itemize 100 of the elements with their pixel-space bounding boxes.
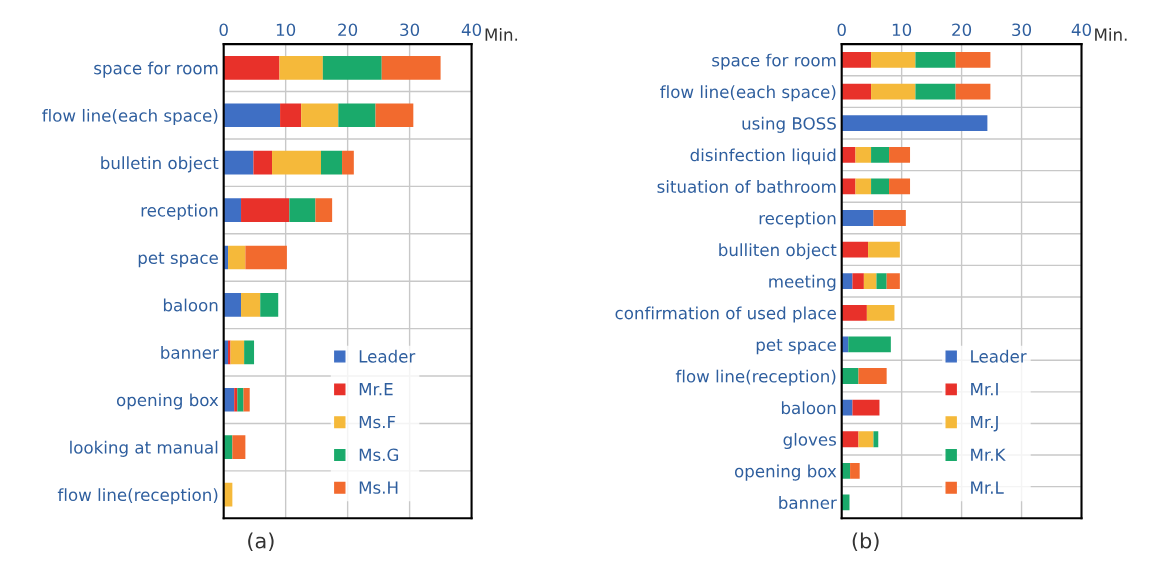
y-tick-label: situation of bathroom — [657, 180, 836, 193]
x-tick-label: 20 — [338, 23, 358, 37]
bar — [253, 150, 273, 175]
legend-label: Mr.K — [971, 448, 1006, 461]
y-tick-label: baloon — [163, 298, 218, 312]
bar — [223, 198, 242, 222]
bar — [841, 210, 874, 226]
y-tick-label: meeting — [769, 274, 836, 291]
y-tick-label: confirmation of used place — [615, 306, 836, 323]
bar — [871, 83, 916, 100]
bar — [889, 146, 911, 163]
x-tick-label: 30 — [1012, 23, 1032, 37]
bar — [855, 178, 872, 195]
x-tick-label: 40 — [461, 23, 482, 37]
y-tick-label: bulletin object — [101, 156, 219, 173]
bar — [855, 146, 872, 163]
bar — [301, 103, 339, 128]
bar — [852, 399, 880, 416]
bar — [848, 336, 891, 353]
bar — [841, 368, 859, 384]
bar — [338, 103, 376, 128]
bar — [260, 293, 279, 317]
y-tick-label: gloves — [783, 432, 837, 450]
y-tick-label: disinfection liquid — [690, 148, 836, 165]
bar — [223, 56, 280, 80]
bar — [873, 431, 879, 448]
legend-label: Leader — [359, 349, 416, 363]
legend-label: Mr.E — [359, 383, 393, 396]
text: (b) — [852, 532, 879, 552]
y-tick-label: baloon — [781, 401, 836, 415]
bar — [280, 103, 302, 128]
legend-label: Mr.L — [971, 481, 1004, 494]
bar — [272, 150, 321, 175]
x-tick-label: 40 — [1071, 23, 1092, 37]
bar — [858, 431, 874, 448]
y-tick-label: opening box — [116, 393, 219, 410]
bar — [381, 56, 441, 80]
y-tick-label: flow line(reception) — [57, 488, 218, 505]
bar — [955, 83, 991, 100]
y-tick-label: banner — [779, 496, 837, 510]
x-axis-title: Min. — [1095, 28, 1127, 41]
y-tick-label: opening box — [734, 464, 837, 481]
bar — [289, 198, 316, 222]
bar — [322, 56, 382, 80]
bar — [241, 198, 290, 222]
x-tick-label: 30 — [400, 23, 420, 37]
legend-label: Ms.G — [359, 448, 399, 462]
bar — [228, 245, 246, 270]
y-tick-label: flow line(reception) — [675, 369, 836, 386]
bar — [841, 52, 872, 68]
text: (a) — [248, 532, 274, 552]
y-tick-label: reception — [759, 211, 836, 228]
bar — [886, 273, 900, 290]
legend-label: Mr.J — [971, 415, 998, 432]
bar — [873, 210, 906, 226]
legend-label: Mr.I — [971, 383, 998, 396]
bar — [279, 56, 323, 80]
bar — [868, 241, 900, 258]
bar — [852, 273, 864, 290]
bar — [237, 387, 244, 412]
bar — [375, 103, 414, 128]
bar — [223, 150, 254, 175]
bar — [889, 178, 911, 195]
y-tick-label: space for room — [94, 61, 218, 78]
bar — [320, 150, 343, 175]
bar — [915, 52, 956, 68]
bar — [234, 387, 238, 412]
legend-label: Ms.F — [359, 415, 396, 429]
y-tick-label: using BOSS — [742, 116, 836, 133]
bar — [315, 198, 333, 222]
bar — [244, 340, 255, 365]
x-tick-label: 10 — [892, 23, 912, 37]
bar — [230, 340, 245, 365]
bar — [841, 83, 872, 100]
bar — [841, 241, 869, 258]
bar — [243, 387, 250, 412]
bar — [876, 273, 887, 290]
y-tick-label: flow line(each space) — [42, 108, 218, 126]
x-axis-title: Min. — [485, 28, 518, 41]
x-tick-label: 20 — [952, 23, 972, 37]
bar — [871, 146, 890, 163]
bar — [223, 103, 281, 128]
y-tick-label: bulliten object — [719, 243, 837, 260]
y-tick-label: pet space — [138, 252, 218, 268]
y-tick-label: pet space — [756, 339, 836, 355]
x-tick-label: 0 — [837, 23, 846, 37]
bar — [866, 304, 895, 321]
bar — [232, 435, 246, 459]
bar — [858, 368, 887, 384]
bar — [841, 431, 859, 448]
bar — [223, 293, 242, 317]
legend-label: Leader — [971, 349, 1027, 363]
bar — [841, 304, 867, 321]
bar — [871, 178, 890, 195]
x-tick-label: 0 — [219, 23, 228, 37]
legend-label: Ms.H — [359, 481, 398, 494]
y-tick-label: reception — [141, 203, 218, 220]
bar — [955, 52, 991, 68]
x-tick-label: 10 — [276, 23, 296, 37]
bar — [850, 462, 860, 479]
